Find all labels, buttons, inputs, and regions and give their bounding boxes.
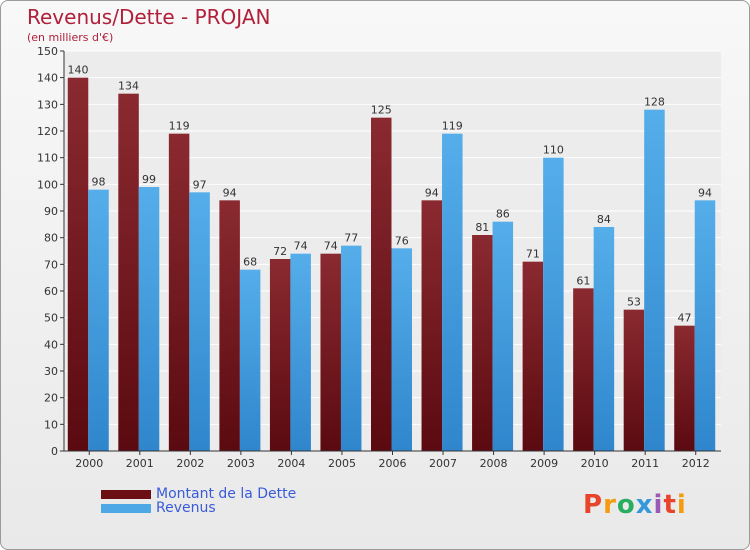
y-tick-label: 140 [37, 72, 58, 85]
bar-revenus-2010 [593, 227, 615, 451]
y-tick-label: 20 [44, 392, 58, 405]
data-label-revenus-2000: 98 [92, 176, 106, 189]
y-tick-label: 100 [37, 178, 58, 191]
y-tick-label: 0 [51, 445, 58, 458]
x-tick-label: 2002 [176, 457, 204, 470]
bar-dette-2000 [67, 77, 89, 452]
data-label-revenus-2007: 119 [442, 120, 463, 133]
data-label-dette-2010: 61 [576, 274, 590, 287]
data-label-dette-2005: 74 [324, 240, 338, 253]
logo-letter: i [676, 490, 687, 520]
data-label-revenus-2012: 94 [698, 186, 712, 199]
y-tick-label: 130 [37, 98, 58, 111]
data-label-dette-2007: 94 [425, 186, 439, 199]
bar-revenus-2005 [340, 245, 362, 451]
data-label-revenus-2001: 99 [142, 173, 156, 186]
x-tick-label: 2003 [227, 457, 255, 470]
y-tick-label: 10 [44, 418, 58, 431]
bar-dette-2001 [118, 93, 139, 452]
logo-letter: r [603, 490, 617, 520]
bar-revenus-2007 [442, 133, 463, 451]
data-label-revenus-2003: 68 [243, 256, 257, 269]
y-tick-label: 150 [37, 45, 58, 58]
logo-letter: t [663, 490, 677, 520]
data-label-dette-2002: 119 [169, 120, 190, 133]
bar-dette-2010 [573, 288, 594, 451]
bar-dette-2008 [472, 235, 493, 451]
bar-dette-2003 [219, 200, 240, 451]
x-tick-label: 2010 [581, 457, 609, 470]
data-label-dette-2006: 125 [371, 104, 392, 117]
chart-title: Revenus/Dette - PROJAN [27, 5, 271, 29]
x-tick-label: 2008 [480, 457, 508, 470]
x-tick-label: 2005 [328, 457, 356, 470]
data-label-revenus-2005: 77 [344, 232, 358, 245]
data-label-revenus-2008: 86 [496, 208, 510, 221]
y-tick-label: 120 [37, 125, 58, 138]
x-tick-label: 2009 [530, 457, 558, 470]
bar-revenus-2012 [694, 200, 716, 451]
x-tick-label: 2007 [429, 457, 457, 470]
data-label-dette-2001: 134 [118, 80, 139, 93]
y-tick-label: 110 [37, 152, 58, 165]
logo-letter: o [616, 490, 636, 520]
data-label-dette-2009: 71 [526, 248, 540, 261]
bar-dette-2004 [269, 259, 291, 451]
y-tick-label: 80 [44, 232, 58, 245]
data-label-dette-2004: 72 [273, 245, 287, 258]
bar-dette-2012 [674, 325, 695, 451]
bar-revenus-2000 [88, 189, 109, 451]
logo-letter: x [635, 490, 654, 520]
data-label-dette-2000: 140 [68, 64, 89, 77]
data-label-dette-2012: 47 [677, 312, 691, 325]
bar-revenus-2009 [543, 157, 564, 451]
y-tick-label: 70 [44, 258, 58, 271]
bar-dette-2006 [371, 117, 392, 452]
bar-dette-2007 [421, 200, 443, 451]
data-label-revenus-2002: 97 [193, 178, 207, 191]
chart-subtitle: (en milliers d'€) [27, 31, 114, 44]
x-tick-label: 2006 [379, 457, 407, 470]
legend-label-revenus: Revenus [156, 500, 216, 516]
x-tick-label: 2001 [126, 457, 154, 470]
bar-revenus-2004 [290, 253, 311, 451]
data-label-dette-2003: 94 [223, 186, 237, 199]
bar-revenus-2002 [189, 192, 210, 452]
logo-letter: P [583, 490, 604, 520]
bar-dette-2009 [522, 261, 544, 451]
x-tick-label: 2004 [277, 457, 305, 470]
bar-revenus-2011 [644, 109, 665, 452]
y-tick-label: 30 [44, 365, 58, 378]
bar-dette-2011 [623, 309, 645, 451]
legend-label-dette: Montant de la Dette [156, 486, 297, 502]
data-label-revenus-2004: 74 [294, 240, 308, 253]
data-label-dette-2008: 81 [475, 221, 489, 234]
x-tick-label: 2012 [682, 457, 710, 470]
bar-dette-2005 [320, 253, 341, 451]
y-tick-label: 90 [44, 205, 58, 218]
logo-letter: i [653, 490, 664, 520]
bar-revenus-2003 [239, 269, 261, 451]
y-tick-label: 50 [44, 312, 58, 325]
proxiti-logo: Proxiti [583, 490, 687, 520]
bar-dette-2002 [168, 133, 190, 451]
data-label-dette-2011: 53 [627, 296, 641, 309]
data-label-revenus-2011: 128 [644, 96, 665, 109]
bar-revenus-2001 [138, 187, 160, 451]
bar-revenus-2008 [492, 221, 514, 451]
bar-revenus-2006 [391, 248, 412, 451]
x-tick-label: 2000 [75, 457, 103, 470]
legend-swatch-revenus [101, 504, 151, 513]
data-label-revenus-2006: 76 [395, 234, 409, 247]
data-label-revenus-2010: 84 [597, 213, 611, 226]
x-tick-label: 2011 [631, 457, 659, 470]
y-tick-label: 60 [44, 285, 58, 298]
y-tick-label: 40 [44, 338, 58, 351]
legend-swatch-dette [101, 490, 151, 499]
data-label-revenus-2009: 110 [543, 144, 564, 157]
